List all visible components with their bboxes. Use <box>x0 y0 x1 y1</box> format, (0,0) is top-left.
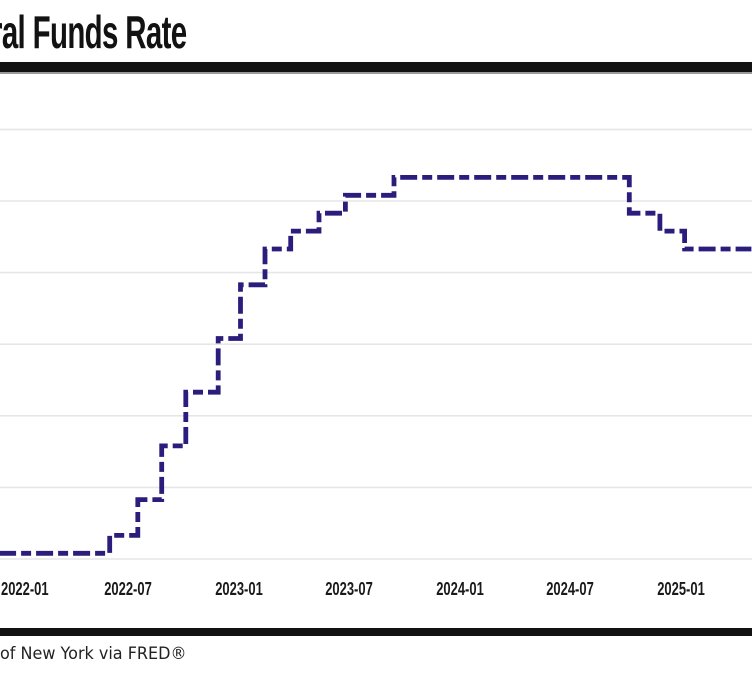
source-attribution: of New York via FRED® <box>0 644 187 663</box>
gridlines <box>0 128 752 560</box>
chart-title: ral Funds Rate <box>0 6 187 58</box>
title-divider-bar <box>0 62 752 74</box>
footer-divider-bar <box>0 628 752 636</box>
chart-title-wrap: ral Funds Rate <box>0 0 752 60</box>
step-line-series <box>0 175 752 556</box>
